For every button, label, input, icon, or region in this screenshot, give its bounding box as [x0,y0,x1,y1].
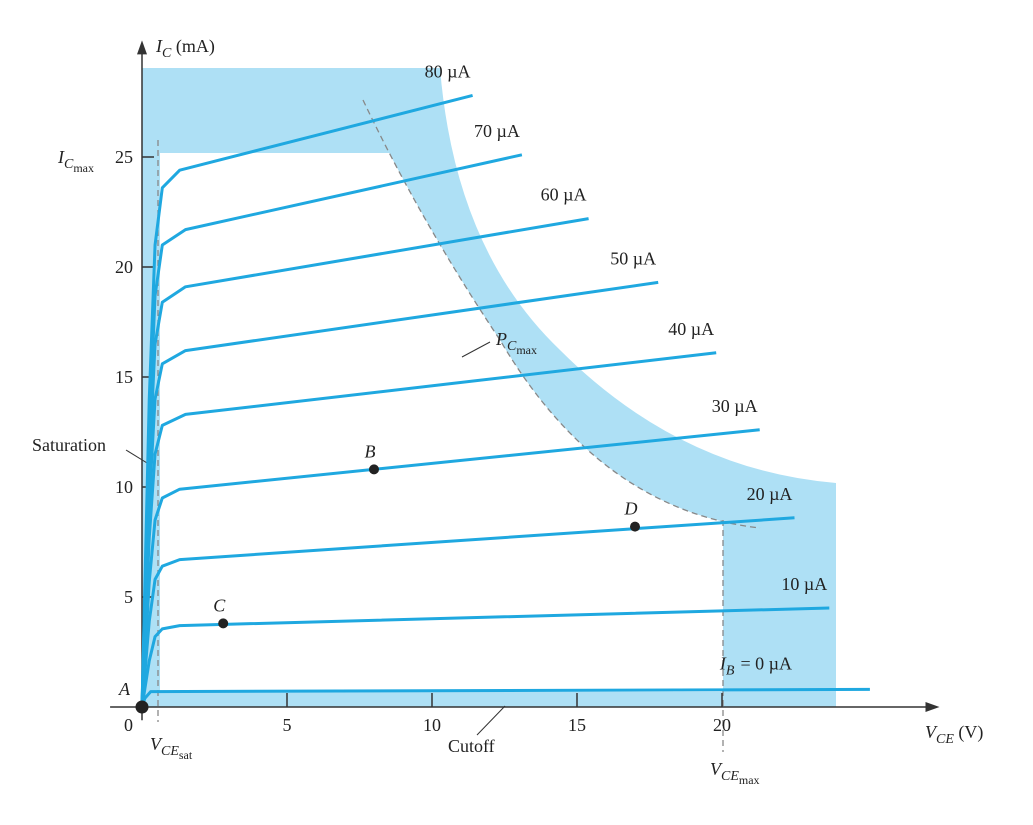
label-part: (mA) [171,36,215,57]
point-label: C [213,595,226,615]
series-label: 30 µA [712,396,758,416]
origin-label: 0 [124,715,133,735]
label-part: max [739,773,760,787]
x-tick-label: 15 [568,715,586,735]
label-part: I [155,36,163,56]
series-label: 80 µA [425,61,471,81]
x-axis-arrow [925,702,940,712]
y-tick-label: 20 [115,257,133,277]
y-tick-label: 15 [115,367,133,387]
series-label: 40 µA [668,319,714,339]
label-part: V [150,734,163,754]
ic-max-label: ICmax [57,147,94,175]
ib-curve [140,428,760,708]
label-part: I [57,147,65,167]
saturation-label: Saturation [32,435,106,455]
label-part: V [710,759,723,779]
series-label: IB = 0 µA [719,653,792,678]
cutoff-label: Cutoff [448,736,495,756]
operating-point [369,464,379,475]
x-axis-title: VCE (V) [925,722,983,747]
ib-curve [140,351,717,708]
shaded-regions [142,68,836,707]
series-label: 20 µA [747,484,793,504]
label-part: sat [179,748,193,762]
y-axis-arrow [137,40,147,55]
vce-max-label: VCEmax [710,759,760,787]
ib-curve [140,606,830,708]
x-tick-label: 10 [423,715,441,735]
label-part: B [726,663,735,678]
pc-max-leader [461,341,491,358]
label-part: (V) [954,722,984,743]
point-label: A [118,679,131,699]
label-part: P [495,329,507,349]
y-tick-label: 10 [115,477,133,497]
pc-max-label: PCmax [495,329,537,357]
label-part: CE [936,732,954,747]
label-part: max [73,161,94,175]
y-axis-title: IC (mA) [155,36,215,61]
label-part: CE [721,769,739,784]
label-part: C [64,157,74,172]
vce-sat-label: VCEsat [150,734,193,762]
series-name: = 0 µA [740,653,792,673]
ib-curve [140,217,589,708]
series-label: 10 µA [781,574,827,594]
operating-point [630,521,640,532]
cutoff-leader [476,705,506,736]
series-label: 70 µA [474,121,520,141]
y-tick-label: 5 [124,587,133,607]
ib-curve [140,280,659,708]
label-part: CE [161,744,179,759]
curves [135,93,870,714]
label-part: V [925,722,938,742]
point-label: B [365,441,376,461]
operating-point [135,700,149,714]
x-tick-label: 20 [713,715,731,735]
operating-point [218,618,229,629]
series-label: 60 µA [541,185,587,205]
series-label: 50 µA [610,248,656,268]
ib-curve [140,516,795,708]
point-label: D [624,499,638,519]
label-part: C [507,339,517,354]
cutoff-region [142,692,836,707]
axes: 0 5 10 15 20 5 10 15 20 25 [110,40,940,735]
label-part: C [162,46,172,61]
x-tick-label: 5 [283,715,292,735]
y-tick-label: 25 [115,147,133,167]
label-part: I [719,653,727,673]
label-part: max [516,343,537,357]
